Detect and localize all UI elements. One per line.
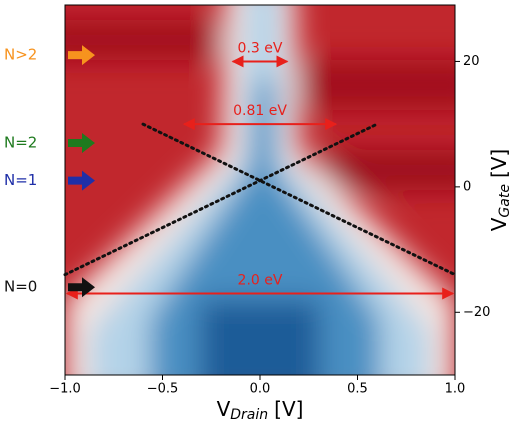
level-label: N=2 <box>4 133 37 151</box>
span-label: 0.81 eV <box>233 103 287 119</box>
level-arrow <box>68 277 95 298</box>
guide-line <box>63 122 379 277</box>
level-label: N=1 <box>4 171 37 189</box>
span-label: 0.3 eV <box>238 40 283 56</box>
x-tick-label: −0.5 <box>147 382 179 397</box>
y-axis-label: VGate[V] <box>487 149 514 232</box>
x-axis-label: VDrain [V] <box>217 397 304 424</box>
heatmap <box>65 5 455 375</box>
x-tick-label: 0.5 <box>347 382 368 397</box>
x-tick-label: −1.0 <box>49 382 81 397</box>
level-arrow <box>68 170 95 191</box>
x-tick-label: 1.0 <box>445 382 466 397</box>
y-tick-label: 0 <box>463 179 471 194</box>
guide-line <box>141 122 457 277</box>
level-arrow <box>68 132 95 153</box>
y-tick-label: 20 <box>463 54 480 69</box>
level-arrow <box>68 45 95 66</box>
span-label: 2.0 eV <box>238 272 283 288</box>
level-label: N>2 <box>4 46 37 64</box>
y-tick-label: −20 <box>463 305 490 320</box>
level-label: N=0 <box>4 278 37 296</box>
x-tick-label: 0.0 <box>250 382 271 397</box>
